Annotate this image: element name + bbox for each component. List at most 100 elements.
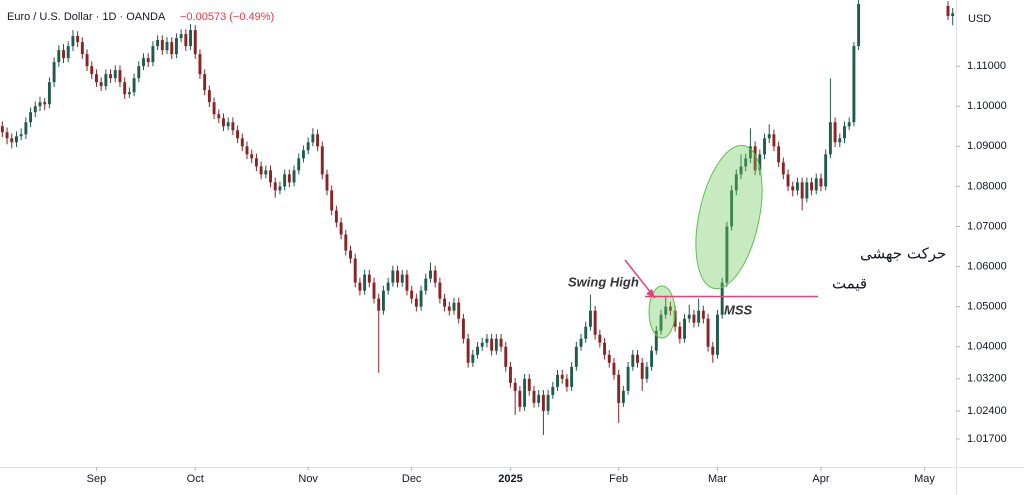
candle-body — [574, 346, 578, 367]
candle-body — [767, 134, 771, 139]
candle-body — [320, 146, 324, 175]
candle-body — [142, 58, 145, 67]
candle-body — [494, 338, 498, 351]
candle-body — [174, 38, 178, 55]
candle-body — [772, 134, 776, 147]
candle-body — [306, 142, 310, 151]
candle-body — [85, 54, 89, 67]
candle-body — [424, 278, 428, 291]
candle-body — [551, 386, 555, 395]
arrow-head — [646, 289, 655, 298]
y-tick-label: 1.07000 — [967, 220, 1007, 232]
y-tick-label: 1.10000 — [967, 100, 1007, 112]
candle-body — [339, 222, 343, 235]
candle-body — [537, 394, 541, 403]
x-tick-label: Sep — [87, 473, 107, 485]
candle-body — [838, 138, 842, 143]
candle-body — [367, 274, 371, 283]
candle-body — [753, 146, 757, 171]
candle-body — [264, 170, 268, 175]
currency-label: USD — [968, 13, 991, 25]
candle-body — [786, 174, 790, 187]
candle-body — [76, 36, 80, 43]
candle-body — [857, 4, 861, 47]
candle-body — [805, 182, 809, 199]
candle-body — [311, 134, 315, 143]
candle-body — [461, 318, 465, 339]
candle-body — [62, 50, 65, 59]
candle-body — [419, 290, 423, 307]
candle-body — [405, 274, 409, 291]
x-tick-label: Mar — [708, 473, 727, 485]
price-change: −0.00573 (−0.49%) — [180, 11, 274, 23]
candle-body — [556, 374, 559, 387]
swing-high-label: Swing High — [568, 274, 639, 289]
candle-body — [457, 302, 461, 319]
candle-body — [57, 50, 61, 63]
candle-body — [588, 310, 592, 327]
candle-body — [349, 250, 352, 259]
candle-body — [612, 362, 616, 375]
candle-body — [716, 314, 719, 355]
candle-body — [447, 306, 451, 311]
candles — [0, 0, 955, 435]
candle-body — [795, 182, 799, 191]
candle-body — [739, 166, 743, 175]
highlight-ellipse — [695, 144, 763, 290]
candle-body — [123, 82, 127, 95]
candle-body — [278, 186, 282, 191]
candle-body — [852, 46, 856, 123]
candle-body — [90, 66, 94, 75]
candle-body — [189, 30, 192, 47]
candle-body — [231, 122, 235, 131]
candle-body — [504, 346, 508, 367]
candle-body — [748, 146, 752, 159]
candle-body — [791, 186, 795, 191]
candle-body — [292, 170, 296, 183]
candle-body — [706, 318, 710, 347]
candle-body — [396, 270, 400, 283]
candle-body — [824, 154, 828, 187]
candle-body — [758, 154, 762, 171]
candle-body — [546, 394, 550, 411]
candle-body — [664, 306, 668, 315]
candle-body — [480, 342, 484, 347]
candle-body — [24, 122, 28, 135]
candle-body — [650, 350, 654, 367]
x-tick-label: Dec — [402, 473, 422, 485]
candle-body — [725, 226, 729, 283]
y-tick-label: 1.04000 — [967, 341, 1007, 353]
candle-body — [814, 178, 818, 191]
candle-body — [198, 54, 202, 75]
candle-body — [819, 178, 823, 187]
x-tick-label: May — [914, 473, 935, 485]
candle-body — [621, 390, 625, 403]
candle-body — [438, 282, 442, 299]
candle-body — [800, 182, 804, 199]
candle-body — [476, 346, 479, 355]
candle-body — [626, 366, 630, 391]
candle-body — [414, 298, 418, 307]
candle-body — [777, 146, 781, 163]
candle-body — [165, 42, 169, 51]
candle-body — [207, 90, 211, 103]
candle-body — [692, 314, 696, 323]
y-tick-label: 1.01700 — [967, 433, 1007, 445]
candle-body — [509, 366, 512, 383]
candle-body — [617, 374, 621, 403]
candle-body — [226, 122, 230, 127]
candle-body — [410, 290, 414, 299]
candle-body — [240, 138, 244, 147]
annotation-persian: حرکت جهشی — [860, 245, 946, 263]
candle-body — [254, 158, 258, 167]
candle-body — [452, 302, 456, 311]
candle-body — [541, 394, 545, 411]
candle-body — [33, 106, 37, 113]
y-tick-label: 1.11000 — [967, 60, 1006, 72]
candle-body — [94, 74, 98, 83]
candle-body — [429, 270, 432, 279]
candle-body — [673, 310, 677, 327]
candle-body — [363, 274, 367, 291]
